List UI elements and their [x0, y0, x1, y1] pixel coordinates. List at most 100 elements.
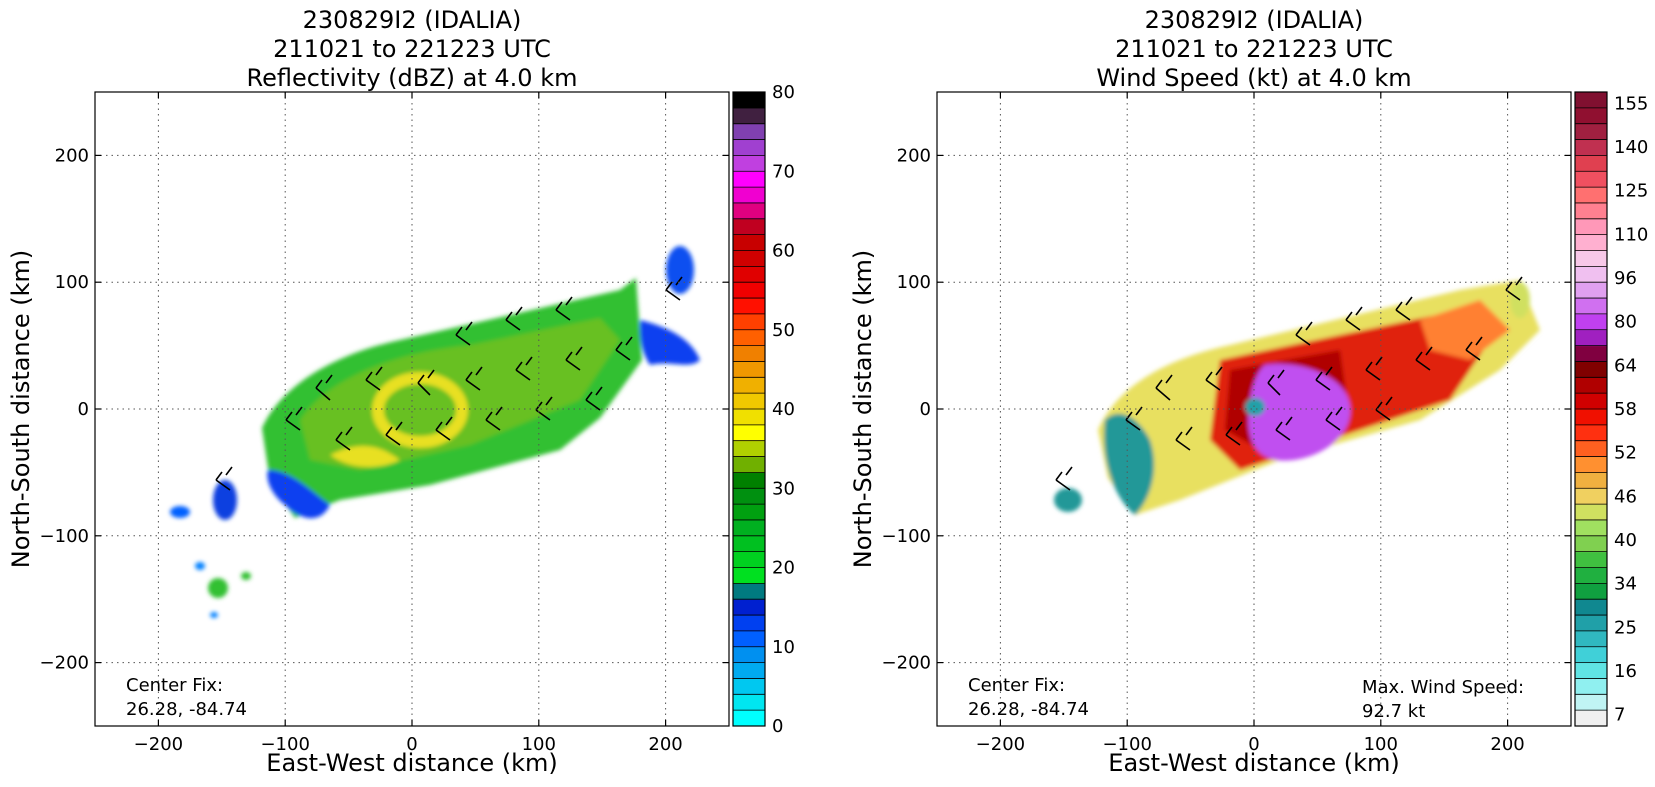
reflectivity-colorbar-swatch	[733, 630, 765, 648]
wind-colorbar-swatch	[1575, 567, 1607, 584]
wind-colorbar-swatch	[1575, 678, 1607, 695]
wind-colorbar-swatch	[1575, 535, 1607, 553]
wind-colorbar-swatch	[1575, 662, 1607, 679]
reflectivity-colorbar-swatch	[733, 139, 765, 156]
reflectivity-center-fix-value: 26.28, -84.74	[126, 699, 247, 720]
reflectivity-colorbar-swatch	[733, 488, 765, 505]
wind-teal-west	[1104, 413, 1155, 515]
reflectivity-cell-w	[170, 506, 190, 518]
reflectivity-colorbar-swatch	[733, 171, 765, 188]
reflectivity-x-tick-label: −200	[134, 734, 183, 755]
reflectivity-center-fix-label: Center Fix:	[126, 675, 223, 696]
reflectivity-colorbar-swatch	[733, 551, 765, 568]
reflectivity-colorbar-swatch	[733, 646, 765, 664]
wind-colorbar-swatch	[1575, 250, 1607, 267]
reflectivity-x-tick-label: 0	[406, 734, 417, 755]
reflectivity-colorbar-swatch	[733, 424, 765, 442]
wind-colorbar-tick-label: 125	[1614, 181, 1648, 202]
wind-x-axis-label: East-West distance (km)	[1108, 749, 1399, 777]
reflectivity-colorbar: 0 10 20 30 40 50 60 70 80	[732, 82, 795, 737]
wind-colorbar-swatch	[1575, 424, 1607, 442]
wind-colorbar-swatch	[1575, 123, 1607, 141]
reflectivity-y-tick-label: 0	[78, 399, 89, 420]
wind-colorbar: 7 16 25 34 40 46 52 58 64 80 96 110 125 140 155	[1574, 91, 1648, 727]
reflectivity-colorbar-swatch	[733, 345, 765, 362]
wind-colorbar-tick-label: 80	[1614, 312, 1637, 333]
wind-barbs	[1055, 276, 1523, 491]
wind-colorbar-swatch	[1575, 694, 1607, 711]
reflectivity-title-line-3: Reflectivity (dBZ) at 4.0 km	[247, 64, 578, 92]
reflectivity-colorbar-swatch	[733, 409, 765, 426]
reflectivity-colorbar-swatch	[733, 583, 765, 600]
wind-center-fix-label: Center Fix:	[968, 675, 1065, 696]
reflectivity-colorbar-swatch	[733, 361, 765, 378]
wind-gridlines	[937, 92, 1571, 726]
wind-colorbar-tick-label: 40	[1614, 530, 1637, 551]
reflectivity-title-line-2: 211021 to 221223 UTC	[273, 35, 551, 63]
reflectivity-colorbar-swatch	[733, 599, 765, 616]
wind-colorbar-swatch	[1575, 171, 1607, 188]
wind-speed-panel: 230829I2 (IDALIA) 211021 to 221223 UTC W…	[849, 6, 1648, 777]
reflectivity-colorbar-swatch	[733, 123, 765, 141]
wind-colorbar-swatch	[1575, 155, 1607, 172]
reflectivity-colorbar-swatch	[733, 694, 765, 711]
wind-colorbar-tick-label: 7	[1614, 705, 1625, 726]
reflectivity-y-tick-label: −100	[40, 526, 89, 547]
reflectivity-colorbar-swatch	[733, 218, 765, 236]
wind-center-fix-value: 26.28, -84.74	[968, 699, 1089, 720]
reflectivity-colorbar-swatch	[733, 615, 765, 632]
reflectivity-colorbar-swatch	[733, 202, 765, 220]
reflectivity-colorbar-swatch	[733, 187, 765, 204]
reflectivity-panel: 230829I2 (IDALIA) 211021 to 221223 UTC R…	[7, 6, 795, 777]
wind-y-axis-label: North-South distance (km)	[849, 250, 877, 569]
wind-colorbar-swatch	[1575, 440, 1607, 458]
reflectivity-colorbar-swatch	[733, 234, 765, 251]
wind-colorbar-tick-label: 52	[1614, 443, 1637, 464]
wind-colorbar-swatch	[1575, 409, 1607, 426]
reflectivity-y-axis-label: North-South distance (km)	[7, 250, 35, 569]
reflectivity-x-tick-label: 100	[522, 734, 556, 755]
wind-y-tick-label: −100	[882, 526, 931, 547]
reflectivity-colorbar-tick-label: 40	[772, 399, 795, 420]
reflectivity-colorbar-swatch	[733, 519, 765, 537]
wind-colorbar-tick-label: 34	[1614, 574, 1637, 595]
reflectivity-colorbar-swatch	[733, 329, 765, 347]
wind-ticks: −200 −100 0 100 200 −200 −100 0 100 200	[882, 92, 1571, 755]
wind-colorbar-tick-label: 25	[1614, 617, 1637, 638]
wind-colorbar-tick-label: 96	[1614, 268, 1637, 289]
wind-colorbar-swatch	[1575, 107, 1607, 125]
wind-y-tick-label: 200	[897, 145, 931, 166]
reflectivity-blue-fringe-east	[640, 320, 700, 365]
reflectivity-colorbar-swatch	[733, 313, 765, 331]
reflectivity-colorbar-swatch	[733, 298, 765, 315]
reflectivity-x-axis-label: East-West distance (km)	[266, 749, 557, 777]
reflectivity-cell-sw	[213, 480, 237, 520]
wind-x-tick-label: 0	[1248, 734, 1259, 755]
reflectivity-colorbar-swatch	[733, 662, 765, 679]
max-wind-speed-value: 92.7 kt	[1362, 701, 1425, 722]
reflectivity-cell-s4	[210, 612, 218, 618]
wind-colorbar-swatch	[1575, 361, 1607, 378]
wind-colorbar-swatch	[1575, 139, 1607, 156]
wind-colorbar-swatch	[1575, 630, 1607, 648]
reflectivity-colorbar-tick-label: 20	[772, 558, 795, 579]
reflectivity-y-tick-label: 100	[55, 272, 89, 293]
wind-colorbar-swatch	[1575, 298, 1607, 315]
max-wind-speed-label: Max. Wind Speed:	[1362, 677, 1524, 698]
wind-colorbar-swatch	[1575, 202, 1607, 220]
reflectivity-colorbar-tick-label: 30	[772, 478, 795, 499]
reflectivity-colorbar-swatch	[733, 440, 765, 458]
wind-colorbar-swatch	[1575, 504, 1607, 521]
wind-colorbar-swatch	[1575, 583, 1607, 600]
wind-x-tick-label: −100	[1102, 734, 1151, 755]
reflectivity-cell-s1	[208, 578, 228, 598]
wind-colorbar-swatch	[1575, 710, 1607, 727]
wind-colorbar-tick-label: 46	[1614, 486, 1637, 507]
wind-colorbar-swatch	[1575, 234, 1607, 251]
wind-colorbar-swatch	[1575, 329, 1607, 347]
wind-colorbar-swatch	[1575, 519, 1607, 537]
wind-colorbar-tick-label: 155	[1614, 93, 1648, 114]
reflectivity-colorbar-swatch	[733, 535, 765, 553]
wind-x-tick-label: 100	[1364, 734, 1398, 755]
wind-colorbar-swatch	[1575, 92, 1607, 109]
